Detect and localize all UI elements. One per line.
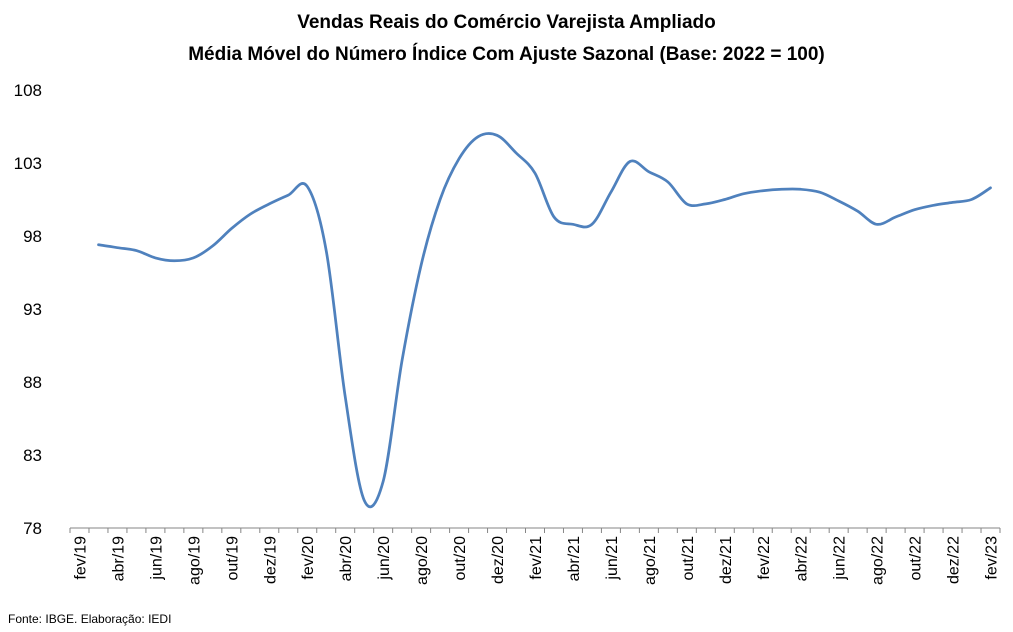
x-tick-label: dez/20 (490, 536, 507, 584)
x-tick-label: out/19 (224, 536, 241, 581)
chart-subtitle: Média Móvel do Número Índice Com Ajuste … (188, 44, 825, 65)
x-tick-label: fev/19 (72, 536, 89, 580)
data-point (893, 214, 899, 220)
data-point (950, 199, 956, 205)
data-point (779, 186, 785, 192)
data-point (380, 478, 386, 484)
x-tick-label: jun/22 (832, 536, 849, 581)
data-point (209, 243, 215, 249)
y-tick-label: 98 (23, 227, 42, 246)
data-point (532, 170, 538, 176)
data-point (608, 189, 614, 195)
data-point (171, 258, 177, 264)
data-point (817, 189, 823, 195)
data-point (627, 159, 633, 165)
x-tick-label: fev/21 (528, 536, 545, 580)
x-tick-label: abr/21 (566, 536, 583, 581)
data-point (494, 132, 500, 138)
data-point (722, 197, 728, 203)
x-tick-label: ago/22 (870, 536, 887, 585)
x-tick-label: fev/20 (300, 536, 317, 580)
data-point (874, 221, 880, 227)
x-tick-label: dez/21 (718, 536, 735, 584)
data-point (912, 207, 918, 213)
x-tick-label: out/22 (908, 536, 925, 581)
data-point (437, 197, 443, 203)
y-tick-label: 78 (23, 519, 42, 538)
data-point (988, 185, 994, 191)
x-tick-label: fev/23 (984, 536, 1001, 580)
x-tick-label: dez/19 (262, 536, 279, 584)
data-point (361, 497, 367, 503)
x-tick-label: abr/20 (338, 536, 355, 581)
y-tick-label: 83 (23, 446, 42, 465)
data-point (646, 169, 652, 175)
x-tick-label: fev/22 (756, 536, 773, 580)
data-point (589, 221, 595, 227)
y-tick-label: 103 (14, 154, 42, 173)
x-tick-label: jun/21 (604, 536, 621, 581)
data-point (931, 202, 937, 208)
x-tick-label: out/21 (680, 536, 697, 581)
data-point (304, 183, 310, 189)
x-tick-label: ago/21 (642, 536, 659, 585)
data-point (285, 192, 291, 198)
data-point (836, 198, 842, 204)
y-tick-label: 88 (23, 373, 42, 392)
data-point (703, 201, 709, 207)
x-tick-label: abr/22 (794, 536, 811, 581)
data-point (133, 248, 139, 254)
data-point (855, 208, 861, 214)
data-point (247, 211, 253, 217)
y-tick-label: 108 (14, 81, 42, 100)
data-point (152, 255, 158, 261)
x-tick-label: dez/22 (946, 536, 963, 584)
data-point (760, 188, 766, 194)
data-point (551, 214, 557, 220)
data-point (342, 394, 348, 400)
data-point (323, 248, 329, 254)
data-point (418, 262, 424, 268)
data-point (228, 226, 234, 232)
x-tick-label: ago/20 (414, 536, 431, 585)
data-point (456, 156, 462, 162)
data-point (266, 201, 272, 207)
y-tick-label: 93 (23, 300, 42, 319)
data-point (513, 150, 519, 156)
data-point (399, 357, 405, 363)
data-point (475, 134, 481, 140)
x-tick-label: jun/19 (148, 536, 165, 581)
series-line (97, 132, 992, 509)
data-point (570, 221, 576, 227)
data-point (798, 186, 804, 192)
data-point (969, 197, 975, 203)
data-point (96, 242, 102, 248)
source-note: Fonte: IBGE. Elaboração: IEDI (8, 612, 172, 626)
data-point (665, 179, 671, 185)
data-point (741, 191, 747, 197)
data-point (190, 255, 196, 261)
x-tick-label: ago/19 (186, 536, 203, 585)
data-point (114, 245, 120, 251)
chart-title: Vendas Reais do Comércio Varejista Ampli… (297, 12, 716, 33)
x-tick-label: jun/20 (376, 536, 393, 581)
x-tick-label: abr/19 (110, 536, 127, 581)
x-tick-label: out/20 (452, 536, 469, 581)
data-point (684, 201, 690, 207)
